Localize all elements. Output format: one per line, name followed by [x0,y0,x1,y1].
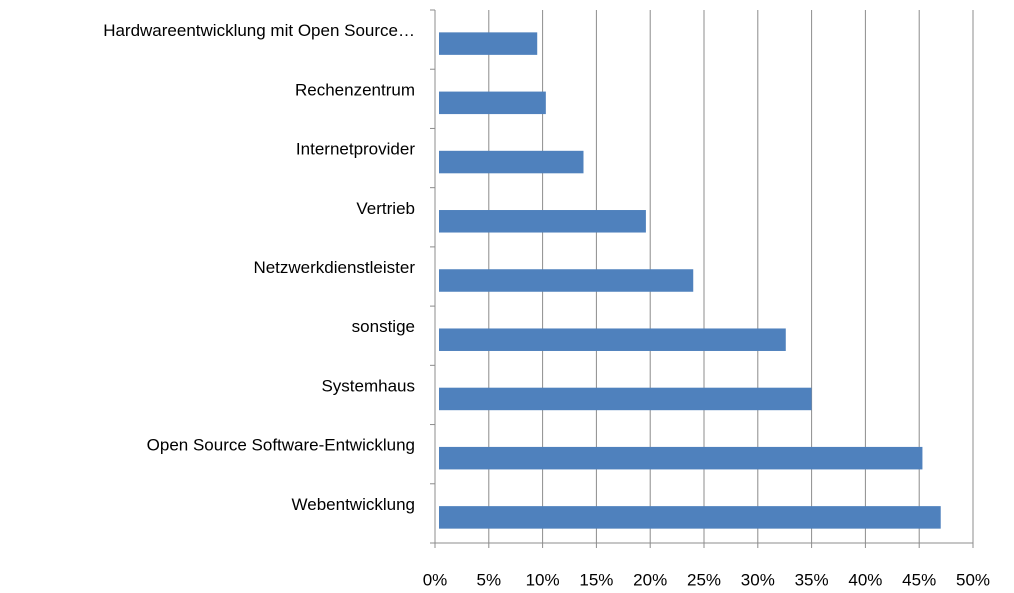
bar [439,32,538,55]
bar [439,506,941,529]
y-tick-label: Vertrieb [356,199,415,218]
x-tick-label: 10% [526,570,560,589]
y-tick-label: Systemhaus [321,376,415,395]
y-tick-label: Internetprovider [296,140,415,159]
bar [439,91,546,115]
bar [439,150,584,174]
y-tick-label: sonstige [352,317,415,336]
x-tick-label: 20% [633,570,667,589]
y-tick-label: Rechenzentrum [295,80,415,99]
x-tick-label: 15% [579,570,613,589]
bar [439,328,786,351]
x-tick-label: 45% [902,570,936,589]
x-tick-label: 0% [423,570,448,589]
x-tick-label: 50% [956,570,990,589]
x-tick-label: 30% [741,570,775,589]
y-tick-label: Netzwerkdienstleister [253,258,415,277]
bar [439,446,923,470]
bar [439,269,694,292]
y-tick-label: Open Source Software-Entwicklung [147,436,415,455]
bar [439,210,646,233]
y-tick-label: Webentwicklung [292,495,415,514]
x-tick-label: 5% [477,570,502,589]
x-tick-label: 35% [795,570,829,589]
x-tick-label: 40% [848,570,882,589]
bar [439,387,812,411]
x-tick-label: 25% [687,570,721,589]
y-tick-label: Hardwareentwicklung mit Open Source… [103,21,415,40]
